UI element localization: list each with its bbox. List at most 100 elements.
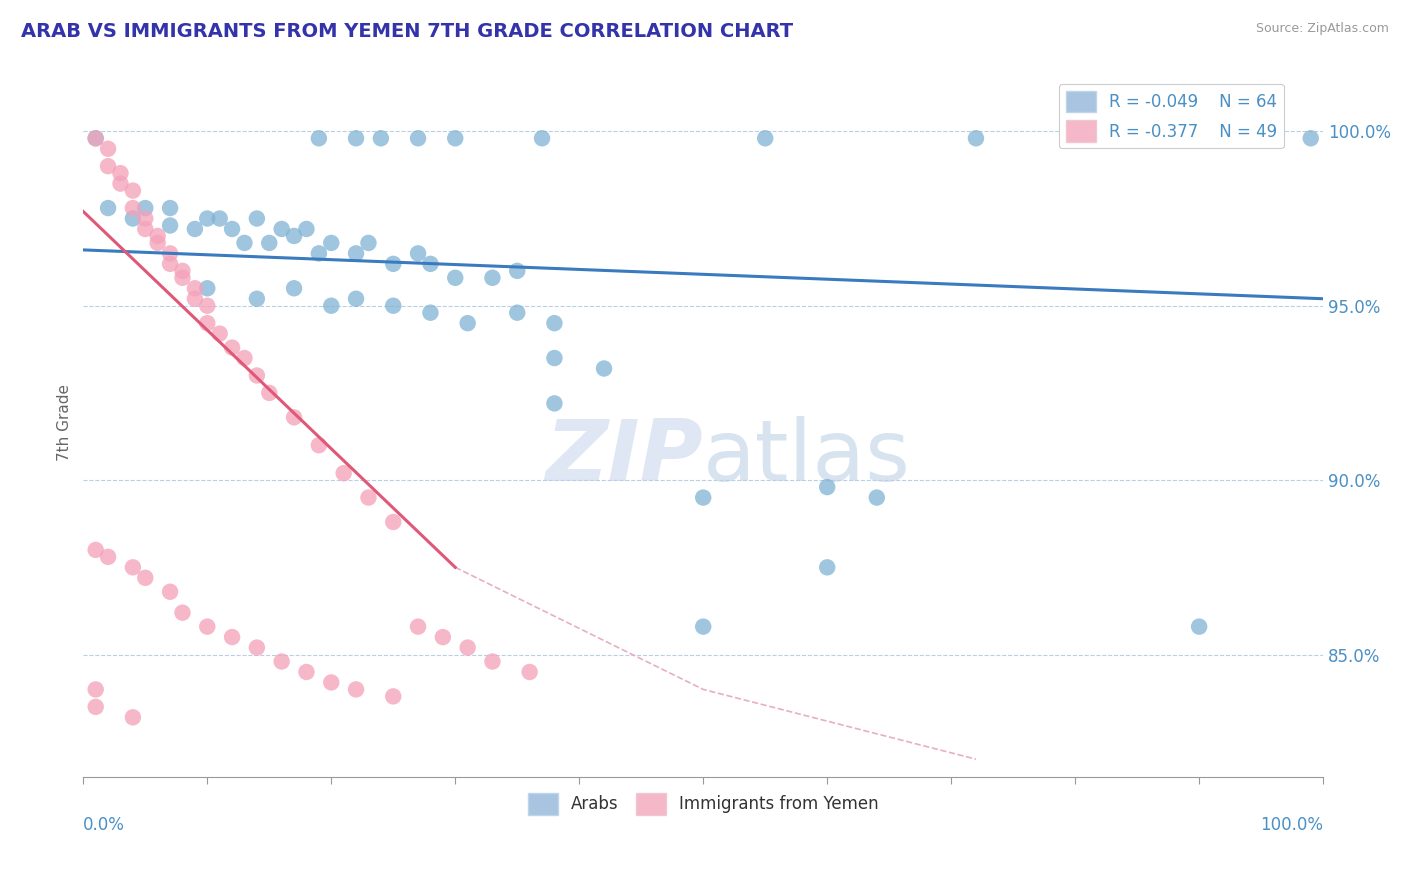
Point (1188, 620, 1211, 634)
Text: 0.0%: 0.0% (83, 815, 125, 833)
Point (134, 211, 156, 226)
Point (406, 131, 429, 145)
Point (519, 665, 541, 679)
Point (444, 270, 467, 285)
Point (246, 640, 269, 655)
Point (172, 264, 194, 278)
Point (432, 630, 454, 644)
Point (295, 222, 318, 236)
Point (159, 246, 181, 260)
Point (134, 201, 156, 215)
Point (308, 438, 330, 452)
Point (344, 682, 367, 697)
Point (815, 480, 838, 494)
Point (506, 306, 529, 320)
Point (84, 699, 107, 714)
Point (184, 292, 207, 306)
Point (283, 281, 305, 295)
Point (543, 351, 565, 365)
Point (208, 211, 231, 226)
Text: atlas: atlas (703, 417, 911, 500)
Point (159, 201, 181, 215)
Point (122, 184, 145, 198)
Point (159, 219, 181, 233)
Point (382, 690, 405, 704)
Point (321, 299, 343, 313)
Point (259, 385, 281, 400)
Point (221, 341, 243, 355)
Point (593, 361, 616, 376)
Point (122, 710, 145, 724)
Point (195, 211, 218, 226)
Point (159, 257, 181, 271)
Point (195, 620, 218, 634)
Point (481, 270, 503, 285)
Point (406, 246, 429, 260)
Point (146, 229, 169, 244)
Point (246, 292, 269, 306)
Legend: Arabs, Immigrants from Yemen: Arabs, Immigrants from Yemen (522, 787, 886, 822)
Point (97, 201, 120, 215)
Point (344, 292, 367, 306)
Point (457, 316, 479, 330)
Y-axis label: 7th Grade: 7th Grade (58, 384, 72, 461)
Point (184, 222, 207, 236)
Point (295, 665, 318, 679)
Point (370, 131, 392, 145)
Point (110, 166, 132, 180)
Point (382, 257, 405, 271)
Point (531, 131, 554, 145)
Point (308, 131, 330, 145)
Point (97, 549, 120, 564)
Point (97, 159, 120, 173)
Point (321, 235, 343, 250)
Point (246, 211, 269, 226)
Point (146, 235, 169, 250)
Point (332, 466, 354, 480)
Point (110, 177, 132, 191)
Point (382, 299, 405, 313)
Text: Source: ZipAtlas.com: Source: ZipAtlas.com (1256, 22, 1389, 36)
Point (754, 131, 776, 145)
Point (506, 264, 529, 278)
Point (159, 584, 181, 599)
Point (270, 222, 292, 236)
Point (344, 246, 367, 260)
Text: ZIP: ZIP (546, 417, 703, 500)
Point (357, 235, 380, 250)
Point (208, 326, 231, 341)
Text: 100.0%: 100.0% (1260, 815, 1323, 833)
Point (84, 131, 107, 145)
Point (233, 235, 256, 250)
Point (382, 515, 405, 529)
Point (692, 620, 714, 634)
Point (134, 571, 156, 585)
Point (195, 316, 218, 330)
Point (122, 560, 145, 574)
Point (965, 131, 987, 145)
Point (344, 131, 367, 145)
Point (815, 560, 838, 574)
Point (84, 542, 107, 557)
Point (195, 281, 218, 295)
Point (122, 211, 145, 226)
Point (259, 235, 281, 250)
Point (246, 368, 269, 383)
Point (172, 606, 194, 620)
Point (184, 281, 207, 295)
Point (84, 682, 107, 697)
Text: ARAB VS IMMIGRANTS FROM YEMEN 7TH GRADE CORRELATION CHART: ARAB VS IMMIGRANTS FROM YEMEN 7TH GRADE … (21, 22, 793, 41)
Point (406, 620, 429, 634)
Point (543, 316, 565, 330)
Point (308, 246, 330, 260)
Point (97, 142, 120, 156)
Point (357, 491, 380, 505)
Point (283, 410, 305, 425)
Point (692, 491, 714, 505)
Point (84, 131, 107, 145)
Point (419, 306, 441, 320)
Point (134, 222, 156, 236)
Point (195, 299, 218, 313)
Point (866, 491, 889, 505)
Point (283, 229, 305, 244)
